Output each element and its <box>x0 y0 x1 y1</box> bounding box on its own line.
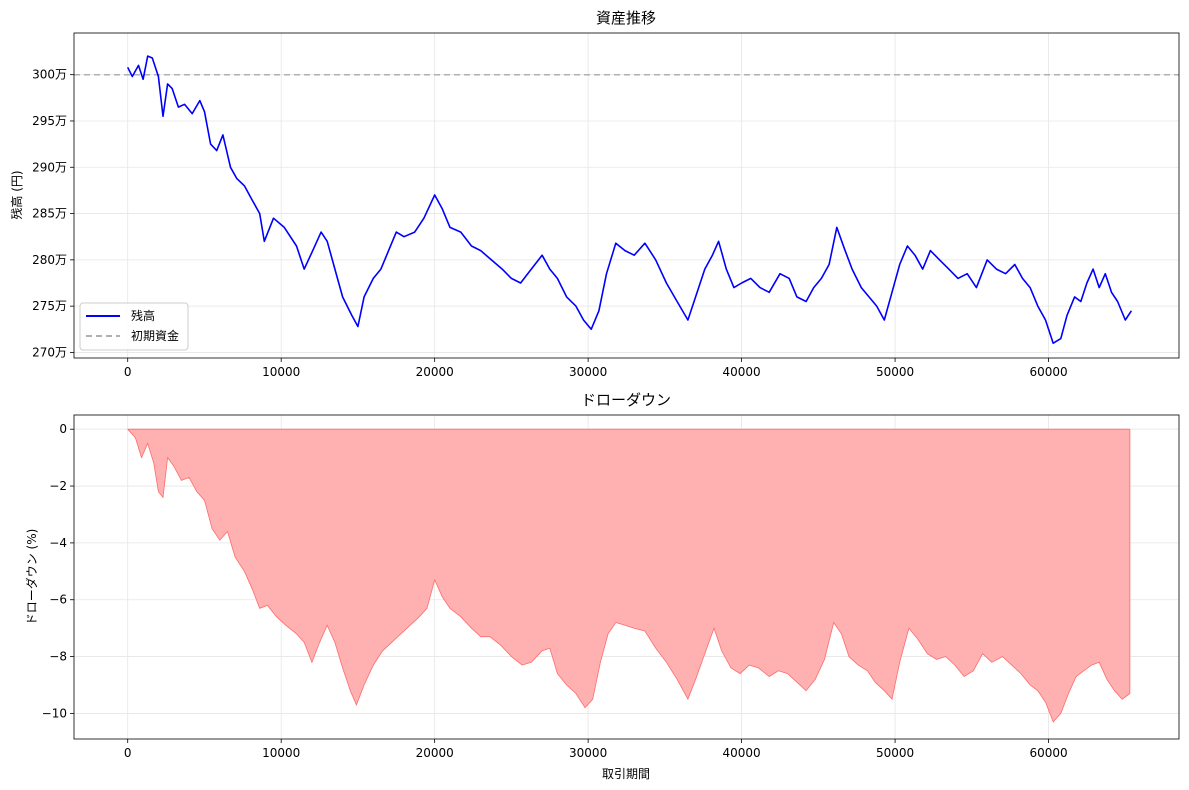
x-tick-label: 30000 <box>569 746 607 760</box>
legend-balance-label: 残高 <box>131 308 155 323</box>
y-tick-label: −6 <box>49 593 67 607</box>
drawdown-chart-title: ドローダウン <box>581 391 671 409</box>
balance-series <box>126 55 1133 344</box>
equity-grid <box>74 33 1179 358</box>
drawdown-plot-frame <box>73 414 1180 740</box>
equity-y-axis-label: 残高 (円) <box>9 170 24 219</box>
legend: 残高 初期資金 <box>79 302 189 351</box>
drawdown-y-ticks: 0 −2 −4 −6 −8 −10 <box>42 422 74 720</box>
x-tick-label: 50000 <box>876 365 914 379</box>
y-tick-label: −4 <box>49 536 67 550</box>
drawdown-series <box>127 428 1131 723</box>
x-tick-label: 40000 <box>723 746 761 760</box>
legend-box <box>79 302 189 351</box>
x-tick-label: 0 <box>124 365 132 379</box>
y-tick-label: 290万 <box>32 160 67 174</box>
drawdown-line <box>127 428 1131 723</box>
drawdown-x-axis-label: 取引期間 <box>602 767 650 781</box>
equity-plot-frame <box>73 32 1180 359</box>
equity-x-ticks: 0 10000 20000 30000 40000 50000 60000 <box>124 358 1068 379</box>
equity-y-ticks: 270万 275万 280万 285万 290万 295万 300万 <box>32 68 74 359</box>
equity-chart: 資産推移 0 10000 20000 30000 40000 50000 60000 270… <box>9 9 1180 379</box>
x-tick-label: 20000 <box>416 365 454 379</box>
y-tick-label: 280万 <box>32 253 67 267</box>
drawdown-area <box>127 429 1130 722</box>
y-tick-label: 295万 <box>32 114 67 128</box>
x-tick-label: 0 <box>124 746 132 760</box>
y-tick-label: 0 <box>59 422 67 436</box>
x-tick-label: 10000 <box>262 746 300 760</box>
equity-chart-title: 資産推移 <box>596 9 656 27</box>
x-tick-label: 10000 <box>262 365 300 379</box>
y-tick-label: −2 <box>49 479 67 493</box>
drawdown-chart: ドローダウン 0 10000 20000 30000 40000 50000 60000 0… <box>24 391 1180 781</box>
y-tick-label: 270万 <box>32 345 67 359</box>
y-tick-label: 285万 <box>32 207 67 221</box>
x-tick-label: 40000 <box>723 365 761 379</box>
drawdown-x-ticks: 0 10000 20000 30000 40000 50000 60000 <box>124 739 1068 760</box>
x-tick-label: 60000 <box>1029 746 1067 760</box>
x-tick-label: 50000 <box>876 746 914 760</box>
y-tick-label: −8 <box>49 650 67 664</box>
legend-initial-capital-label: 初期資金 <box>131 328 179 343</box>
balance-line <box>126 55 1133 344</box>
y-tick-label: −10 <box>42 706 67 720</box>
y-tick-label: 275万 <box>32 299 67 313</box>
x-tick-label: 60000 <box>1029 365 1067 379</box>
y-tick-label: 300万 <box>32 68 67 82</box>
x-tick-label: 30000 <box>569 365 607 379</box>
x-tick-label: 20000 <box>416 746 454 760</box>
drawdown-y-axis-label: ドローダウン (%) <box>24 529 39 626</box>
